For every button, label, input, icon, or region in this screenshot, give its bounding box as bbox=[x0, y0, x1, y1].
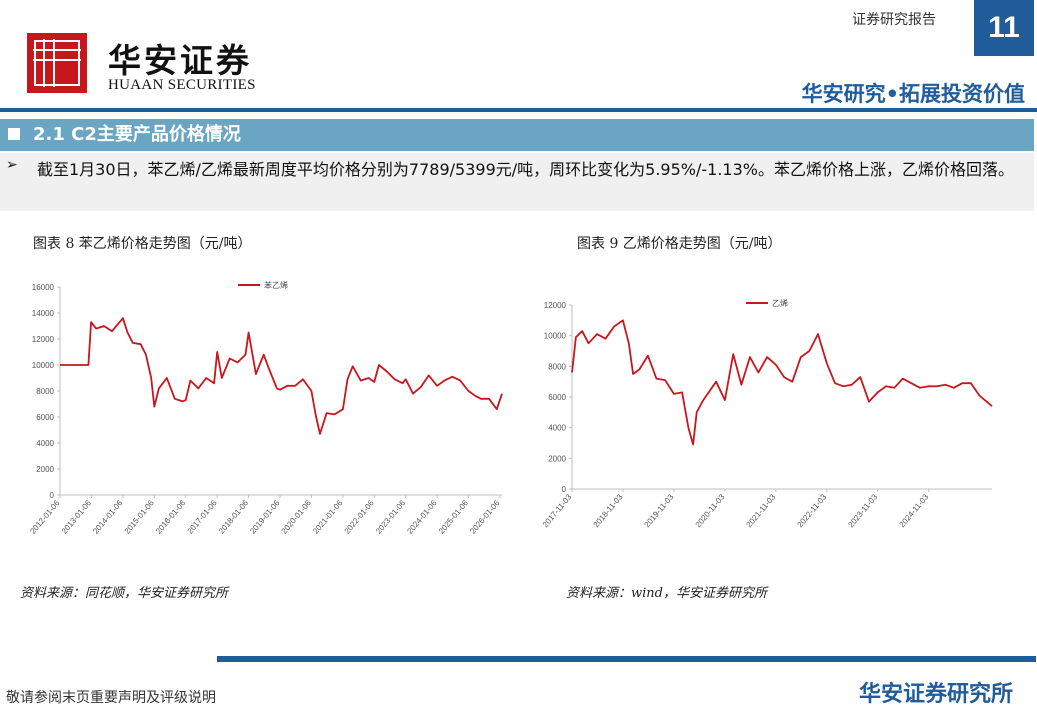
x-tick-label: 2013-01-06 bbox=[60, 498, 94, 536]
chart-source-ethylene: 资料来源：wind，华安证券研究所 bbox=[566, 586, 767, 601]
series-line-0 bbox=[60, 317, 503, 435]
y-tick-label: 0 bbox=[50, 491, 55, 500]
summary-text: 截至1月30日，苯乙烯/乙烯最新周度平均价格分别为7789/5399元/吨，周环… bbox=[37, 160, 1014, 179]
y-tick-label: 2000 bbox=[548, 454, 566, 463]
x-tick-label: 2020-01-06 bbox=[280, 498, 314, 536]
y-tick-label: 12000 bbox=[544, 301, 567, 310]
y-tick-label: 2000 bbox=[36, 465, 54, 474]
x-tick-label: 2018-01-06 bbox=[217, 498, 251, 536]
section-square-icon bbox=[8, 128, 20, 140]
x-tick-label: 2021-11-03 bbox=[745, 492, 778, 529]
x-tick-label: 2026-01-06 bbox=[468, 498, 502, 536]
x-tick-label: 2012-01-06 bbox=[28, 498, 62, 536]
y-tick-label: 6000 bbox=[36, 413, 54, 422]
legend-label: 乙烯 bbox=[772, 298, 788, 308]
bullet-arrow-icon: ➢ bbox=[6, 157, 18, 173]
x-tick-label: 2022-11-03 bbox=[796, 492, 829, 529]
x-tick-label: 2021-01-06 bbox=[311, 498, 345, 536]
y-tick-label: 8000 bbox=[36, 387, 54, 396]
brand-name-cn: 华安证券 bbox=[108, 41, 252, 80]
y-tick-label: 12000 bbox=[32, 335, 55, 344]
x-tick-label: 2025-01-06 bbox=[437, 498, 471, 536]
report-type-label: 证券研究报告 bbox=[852, 12, 936, 28]
y-tick-label: 6000 bbox=[548, 393, 566, 402]
disclaimer-note: 敬请参阅末页重要声明及评级说明 bbox=[6, 690, 216, 706]
slogan: 华安研究•拓展投资价值 bbox=[801, 82, 1025, 106]
y-tick-label: 4000 bbox=[548, 424, 566, 433]
brand-name-en: HUAAN SECURITIES bbox=[108, 77, 256, 93]
y-tick-label: 4000 bbox=[36, 439, 54, 448]
x-tick-label: 2019-11-03 bbox=[643, 492, 676, 529]
y-tick-label: 0 bbox=[562, 485, 567, 494]
footer-divider bbox=[217, 656, 1036, 662]
y-tick-label: 16000 bbox=[32, 283, 55, 292]
styrene-price-chart: 0 2000 4000 6000 8000 10000 12000 14000 16000 201… bbox=[28, 280, 503, 536]
chart-source-styrene: 资料来源：同花顺，华安证券研究所 bbox=[20, 586, 229, 601]
footer-org-name: 华安证券研究所 bbox=[858, 682, 1013, 707]
legend-label: 苯乙烯 bbox=[264, 280, 288, 290]
x-tick-label: 2019-01-06 bbox=[248, 498, 282, 536]
x-tick-label: 2017-11-03 bbox=[541, 492, 574, 529]
x-tick-label: 2023-11-03 bbox=[846, 492, 879, 529]
x-tick-label: 2024-11-03 bbox=[898, 492, 931, 529]
chart-caption-styrene: 图表 8 苯乙烯价格走势图（元/吨） bbox=[33, 236, 252, 252]
header-divider bbox=[0, 108, 1037, 112]
y-tick-label: 14000 bbox=[32, 309, 55, 318]
chart-caption-ethylene: 图表 9 乙烯价格走势图（元/吨） bbox=[577, 236, 782, 252]
y-tick-label: 10000 bbox=[32, 361, 55, 370]
x-tick-label: 2024-01-06 bbox=[405, 498, 439, 536]
section-bar bbox=[0, 119, 1034, 151]
x-tick-label: 2020-11-03 bbox=[694, 492, 727, 529]
series-line-1 bbox=[571, 319, 993, 446]
x-tick-label: 2018-11-03 bbox=[592, 492, 625, 529]
x-tick-label: 2015-01-06 bbox=[123, 498, 157, 536]
x-tick-label: 2023-01-06 bbox=[374, 498, 408, 536]
y-tick-label: 10000 bbox=[544, 332, 567, 341]
x-tick-label: 2016-01-06 bbox=[154, 498, 188, 536]
x-tick-label: 2022-01-06 bbox=[343, 498, 377, 536]
ethylene-price-chart: 0 2000 4000 6000 8000 10000 12000 2017-11-03 201… bbox=[541, 298, 993, 529]
x-tick-label: 2014-01-06 bbox=[91, 498, 125, 536]
section-title: 2.1 C2主要产品价格情况 bbox=[33, 124, 241, 145]
y-tick-label: 8000 bbox=[548, 362, 566, 371]
summary-block bbox=[0, 153, 1034, 211]
company-logo bbox=[27, 33, 87, 93]
x-tick-label: 2017-01-06 bbox=[186, 498, 220, 536]
page-number: 11 bbox=[974, 0, 1034, 56]
